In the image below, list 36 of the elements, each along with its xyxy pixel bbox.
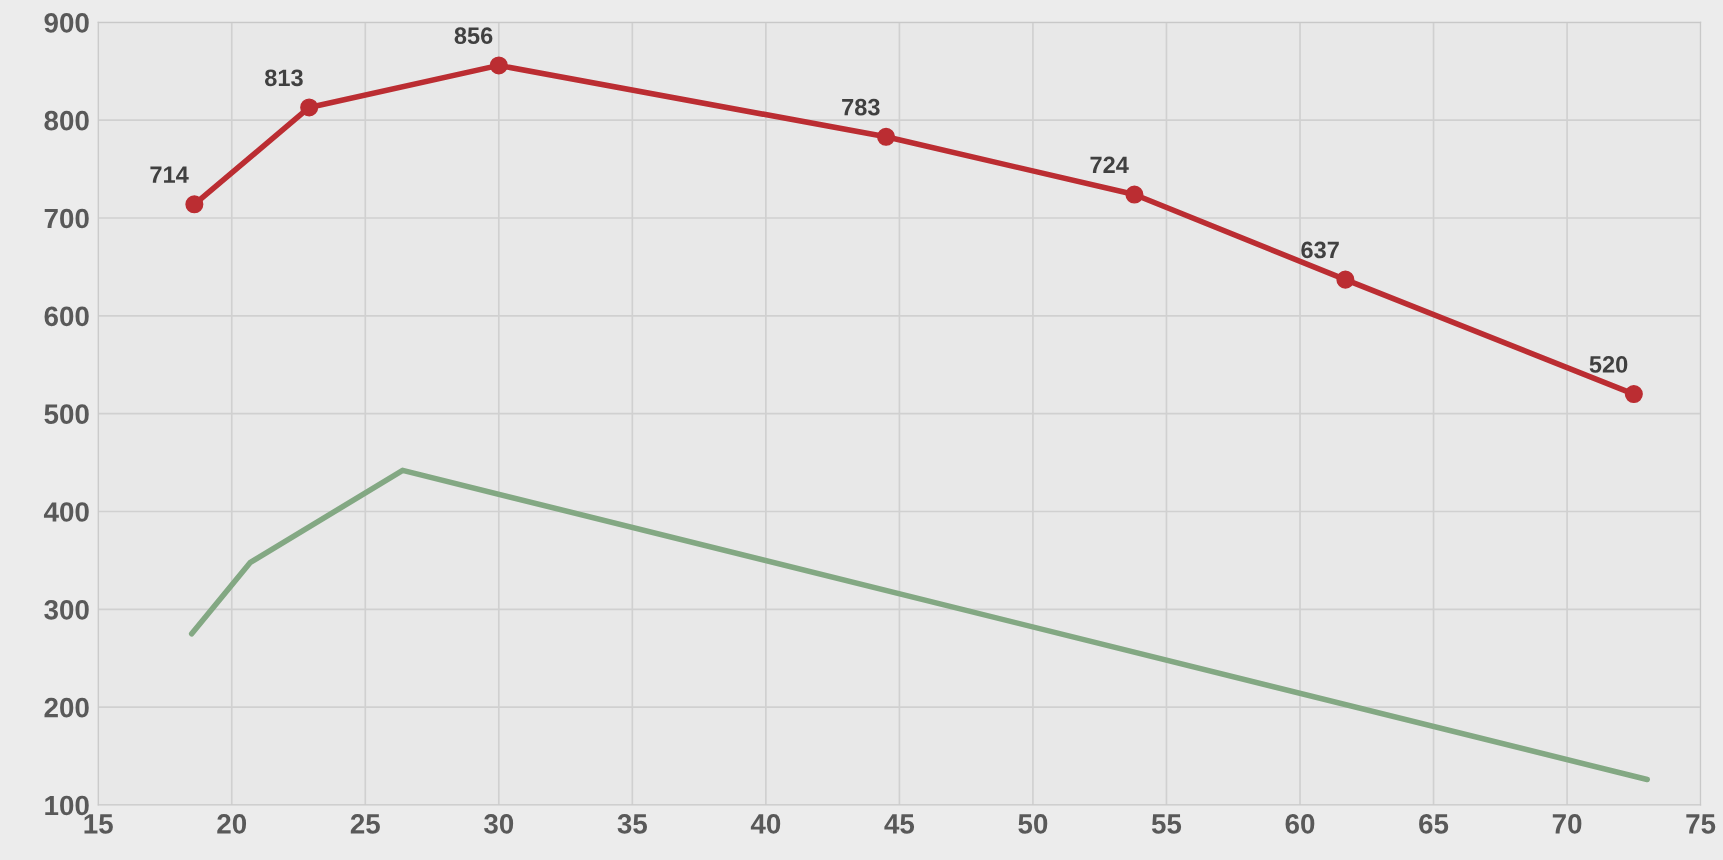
y-tick-label: 600 [44, 306, 89, 327]
point [877, 127, 896, 146]
data-label: 856 [454, 27, 493, 45]
x-tick-label: 20 [217, 814, 247, 834]
x-tick-label: 40 [750, 814, 781, 834]
data-label: 813 [265, 69, 303, 87]
point [1624, 385, 1643, 404]
y-tick-label: 200 [44, 697, 89, 718]
x-tick-label: 30 [484, 814, 514, 834]
x-tick-label: 25 [350, 814, 380, 834]
point [1336, 270, 1355, 289]
y-tick-label: 100 [45, 795, 89, 816]
data-label: 637 [1301, 241, 1339, 259]
point [185, 195, 204, 214]
x-tick-label: 45 [884, 814, 915, 834]
x-tick-label: 15 [84, 814, 113, 834]
x-tick-label: 55 [1151, 814, 1182, 834]
x-tick-label: 60 [1285, 814, 1315, 834]
y-tick-label: 400 [43, 502, 89, 522]
point [300, 98, 319, 117]
data-label: 520 [1589, 356, 1628, 373]
x-tick-label: 50 [1018, 814, 1048, 834]
data-label: 724 [1090, 156, 1129, 173]
x-tick-label: 65 [1419, 814, 1449, 834]
y-tick-label: 900 [44, 13, 89, 33]
x-tick-label: 75 [1686, 814, 1716, 834]
x-tick-label: 70 [1552, 814, 1582, 834]
data-label: 783 [842, 98, 880, 116]
x-tick-label: 35 [617, 814, 648, 834]
y-tick-label: 500 [44, 404, 89, 424]
y-tick-label: 700 [44, 208, 89, 229]
data-label: 714 [150, 166, 189, 183]
y-tick-label: 800 [44, 110, 89, 131]
point [1125, 185, 1144, 204]
y-tick-label: 300 [44, 599, 89, 620]
point [489, 56, 508, 75]
